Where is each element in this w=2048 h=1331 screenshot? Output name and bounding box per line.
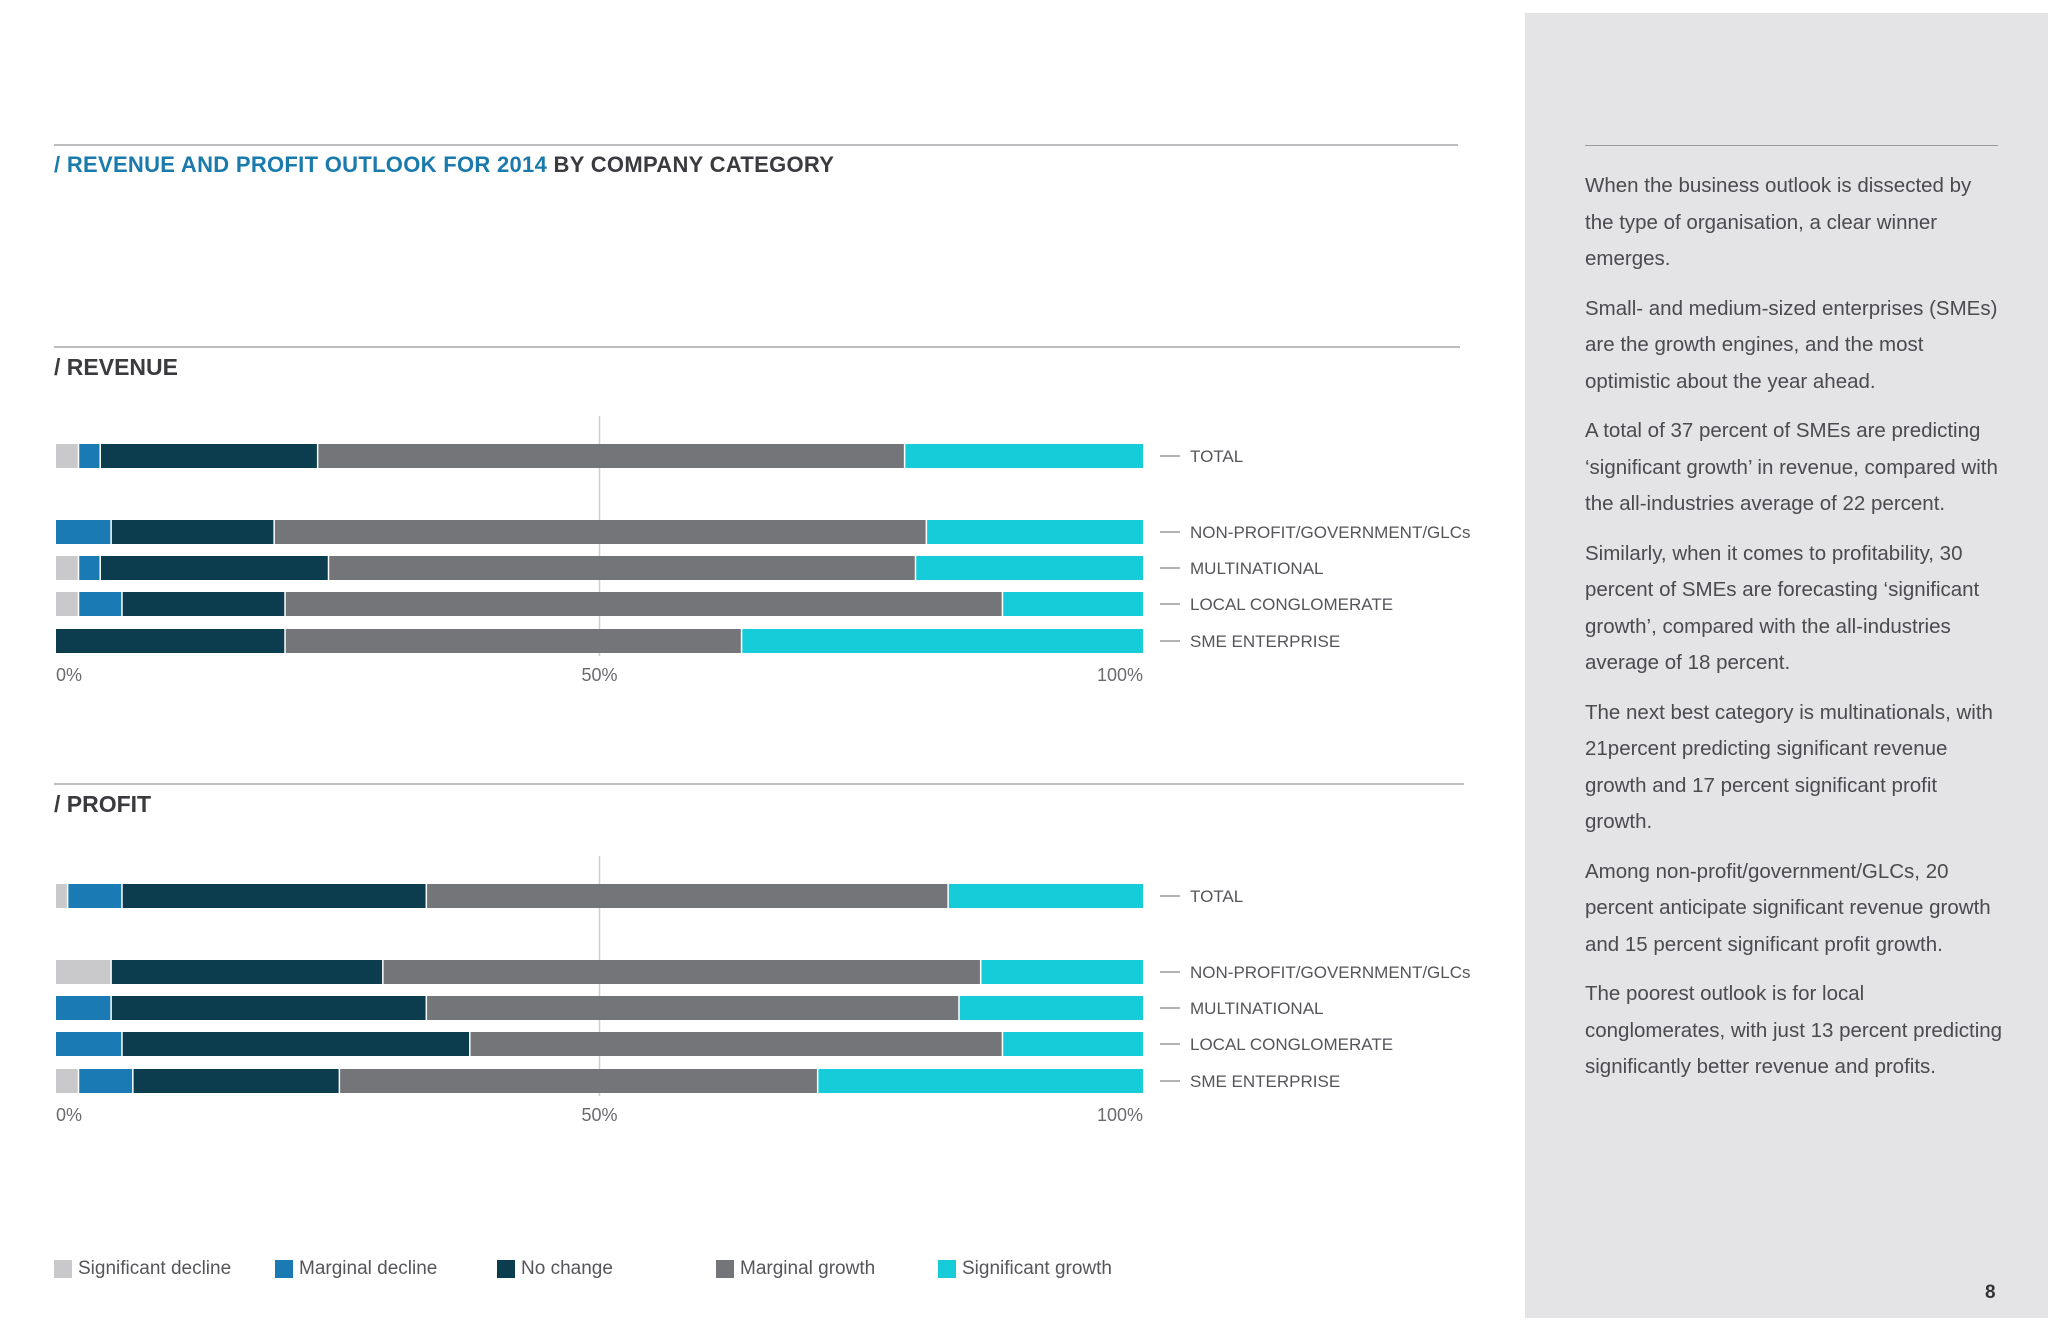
profit-section-title: / PROFIT [54, 791, 152, 817]
profit-x-tick-label: 50% [581, 1105, 617, 1125]
revenue-category-label: MULTINATIONAL [1190, 559, 1324, 578]
page-number: 8 [1985, 1282, 1996, 1303]
revenue-category-label: SME ENTERPRISE [1190, 632, 1340, 651]
revenue-rule [54, 346, 1460, 348]
title-rule [54, 144, 1458, 146]
revenue-bar-segment [285, 629, 741, 653]
profit-bar-segment [981, 960, 1143, 984]
profit-bar-segment [56, 960, 111, 984]
revenue-bar-segment [56, 444, 78, 468]
revenue-bar-segment [79, 592, 122, 616]
revenue-x-tick-label: 50% [581, 665, 617, 685]
profit-category-label: NON-PROFIT/GOVERNMENT/GLCs [1190, 963, 1471, 982]
profit-category-label: MULTINATIONAL [1190, 999, 1324, 1018]
profit-bar-segment [340, 1069, 817, 1093]
legend-item: Marginal growth [716, 1258, 875, 1280]
revenue-bar-segment [927, 520, 1143, 544]
revenue-bar-segment [329, 556, 915, 580]
revenue-chart: TOTAL NON-PROFIT/GOVERNMENT/GLCs MULTINATI… [56, 416, 1471, 685]
revenue-category-label: TOTAL [1190, 447, 1243, 466]
revenue-bar-segment [56, 592, 78, 616]
profit-bar-segment [470, 1032, 1002, 1056]
sidebar-paragraph: Small- and medium-sized enterprises (SME… [1585, 296, 1998, 393]
sidebar-paragraph: The poorest outlook is for local conglom… [1585, 982, 2003, 1078]
revenue-bar-segment [122, 592, 285, 616]
profit-bar-segment [68, 884, 122, 908]
sidebar-panel [1525, 13, 2048, 1318]
profit-bar-segment [122, 1032, 470, 1056]
revenue-bar-segment [285, 592, 1002, 616]
legend-swatch [716, 1260, 734, 1278]
chart-legend: Significant decline Marginal decline No ch… [54, 1258, 1194, 1288]
revenue-bar-segment [100, 444, 317, 468]
revenue-bar-segment [318, 444, 904, 468]
sidebar-paragraph: Among non-profit/government/GLCs, 20 per… [1585, 859, 1991, 956]
profit-bar-segment [948, 884, 1143, 908]
revenue-bar-segment [111, 520, 274, 544]
sidebar-text: When the business outlook is dissected b… [1585, 168, 2005, 1099]
revenue-bar-segment [79, 556, 100, 580]
profit-bar-segment [959, 996, 1143, 1020]
revenue-bar-segment [905, 444, 1143, 468]
profit-category-label: LOCAL CONGLOMERATE [1190, 1035, 1393, 1054]
revenue-bar-segment [916, 556, 1143, 580]
profit-bar-segment [111, 960, 383, 984]
legend-label: Significant growth [962, 1258, 1112, 1279]
profit-bar-segment [133, 1069, 339, 1093]
legend-item: Significant growth [938, 1258, 1112, 1280]
revenue-bar-segment [742, 629, 1143, 653]
sidebar-paragraph: Similarly, when it comes to profitabilit… [1585, 541, 1980, 675]
revenue-x-tick-label: 0% [56, 665, 82, 685]
profit-bar-segment [56, 1032, 122, 1056]
revenue-bar-segment [56, 556, 78, 580]
legend-item: Significant decline [54, 1258, 231, 1280]
legend-label: Marginal growth [740, 1258, 876, 1279]
revenue-bar-segment [100, 556, 328, 580]
profit-bar-segment [1003, 1032, 1143, 1056]
profit-bar-segment [56, 996, 111, 1020]
page-title-accent: / REVENUE AND PROFIT OUTLOOK FOR 2014 [54, 152, 548, 177]
revenue-bar-segment [56, 629, 285, 653]
legend-label: No change [521, 1258, 613, 1279]
profit-bar-segment [818, 1069, 1143, 1093]
page-title: / REVENUE AND PROFIT OUTLOOK FOR 2014 BY… [54, 152, 834, 178]
revenue-category-label: NON-PROFIT/GOVERNMENT/GLCs [1190, 523, 1471, 542]
revenue-section-title: / REVENUE [54, 354, 178, 380]
sidebar-paragraph: A total of 37 percent of SMEs are predic… [1585, 419, 1998, 515]
profit-bar-segment [56, 1069, 78, 1093]
revenue-x-tick-label: 100% [1097, 665, 1143, 685]
profit-chart: TOTAL NON-PROFIT/GOVERNMENT/GLCs MULTINATI… [56, 856, 1471, 1125]
legend-label: Marginal decline [299, 1258, 438, 1279]
page-title-rest: BY COMPANY CATEGORY [547, 152, 835, 177]
profit-bar-segment [427, 996, 959, 1020]
revenue-bar-segment [79, 444, 100, 468]
profit-bar-segment [383, 960, 980, 984]
profit-x-tick-label: 0% [56, 1105, 82, 1125]
revenue-bar-segment [56, 520, 111, 544]
legend-item: No change [497, 1258, 613, 1280]
legend-item: Marginal decline [275, 1258, 437, 1280]
revenue-category-label: LOCAL CONGLOMERATE [1190, 595, 1393, 614]
profit-category-label: SME ENTERPRISE [1190, 1072, 1340, 1091]
profit-bar-segment [111, 996, 426, 1020]
sidebar-paragraph: The next best category is multinationals… [1585, 700, 1993, 834]
profit-bar-segment [427, 884, 948, 908]
chart-panel: / REVENUE AND PROFIT OUTLOOK FOR 2014 BY… [54, 144, 1471, 1288]
sidebar-rule [1585, 145, 1998, 146]
legend-swatch [275, 1260, 293, 1278]
legend-label: Significant decline [78, 1258, 232, 1279]
profit-bar-segment [56, 884, 67, 908]
legend-swatch [497, 1260, 515, 1278]
profit-category-label: TOTAL [1190, 887, 1243, 906]
profit-rule [54, 783, 1464, 785]
revenue-bar-segment [274, 520, 926, 544]
sidebar-paragraph: When the business outlook is dissected b… [1585, 174, 1972, 270]
profit-bar-segment [79, 1069, 133, 1093]
legend-swatch [54, 1260, 72, 1278]
revenue-bar-segment [1003, 592, 1143, 616]
profit-x-tick-label: 100% [1097, 1105, 1143, 1125]
profit-bar-segment [122, 884, 426, 908]
legend-swatch [938, 1260, 956, 1278]
